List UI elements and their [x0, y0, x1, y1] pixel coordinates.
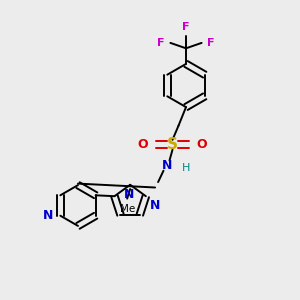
Text: N: N [124, 188, 134, 201]
Text: F: F [158, 38, 165, 48]
Text: N: N [150, 199, 161, 212]
Text: S: S [167, 137, 178, 152]
Text: F: F [207, 38, 214, 48]
Text: N: N [162, 159, 172, 172]
Text: F: F [182, 22, 190, 32]
Text: O: O [196, 138, 207, 151]
Text: Me: Me [119, 204, 135, 214]
Text: H: H [182, 163, 190, 173]
Text: N: N [44, 209, 54, 222]
Text: O: O [138, 138, 148, 151]
